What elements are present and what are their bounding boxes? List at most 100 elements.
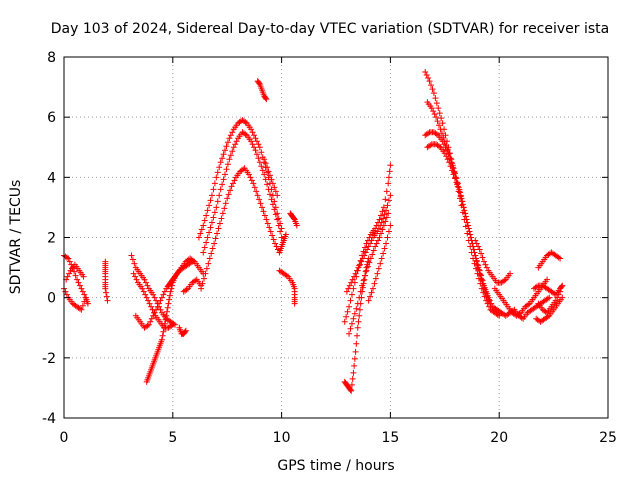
data-point xyxy=(368,289,375,296)
data-point xyxy=(356,294,363,301)
data-point xyxy=(66,270,73,277)
data-point xyxy=(222,171,229,178)
data-point xyxy=(433,114,440,121)
data-point xyxy=(345,285,352,292)
data-point xyxy=(247,174,254,181)
data-point xyxy=(476,246,483,253)
data-point xyxy=(222,200,229,207)
data-point xyxy=(483,264,490,271)
data-point xyxy=(253,138,260,145)
data-point xyxy=(133,276,140,283)
data-point xyxy=(62,288,69,295)
data-point xyxy=(204,207,211,214)
data-point xyxy=(444,156,451,163)
data-point xyxy=(242,119,249,126)
data-point xyxy=(518,314,525,321)
data-point xyxy=(447,163,454,170)
data-point xyxy=(210,186,217,193)
data-point xyxy=(376,234,383,241)
data-point xyxy=(555,254,562,261)
data-point xyxy=(354,300,361,307)
data-point xyxy=(263,96,270,103)
data-point xyxy=(156,300,163,307)
data-point xyxy=(439,138,446,145)
series-seg-g1 xyxy=(535,249,564,271)
data-point xyxy=(272,188,279,195)
data-point xyxy=(206,202,213,209)
x-tick-label: 25 xyxy=(599,430,617,446)
data-point xyxy=(350,285,357,292)
data-point xyxy=(268,176,275,183)
data-point xyxy=(249,141,256,148)
y-tick-label: -2 xyxy=(42,351,56,367)
data-point xyxy=(182,328,189,335)
data-point xyxy=(220,151,227,158)
data-point xyxy=(369,285,376,292)
data-point xyxy=(201,244,208,251)
data-point xyxy=(380,204,387,211)
data-point xyxy=(217,186,224,193)
data-point xyxy=(472,252,479,259)
data-point xyxy=(142,279,149,286)
data-point xyxy=(356,306,363,313)
data-point xyxy=(220,176,227,183)
data-point xyxy=(344,308,351,315)
data-point xyxy=(470,246,477,253)
series-seg-a2 xyxy=(61,285,89,313)
data-point xyxy=(225,191,232,198)
data-point xyxy=(463,216,470,223)
data-point xyxy=(487,300,494,307)
data-point xyxy=(158,336,165,343)
data-point xyxy=(428,105,435,112)
data-point xyxy=(203,265,210,272)
data-point xyxy=(222,147,229,154)
data-point xyxy=(162,316,169,323)
data-point xyxy=(256,196,263,203)
data-point xyxy=(71,268,78,275)
data-point xyxy=(165,300,172,307)
data-point xyxy=(214,230,221,237)
data-point xyxy=(146,300,153,307)
series-seg-d2 xyxy=(200,129,285,256)
data-point xyxy=(455,184,462,191)
data-point xyxy=(75,279,82,286)
data-point xyxy=(559,282,566,289)
data-point xyxy=(363,267,370,274)
data-point xyxy=(205,260,212,267)
data-point xyxy=(198,285,205,292)
data-point xyxy=(223,166,230,173)
data-point xyxy=(81,298,88,305)
data-point xyxy=(269,232,276,239)
data-point xyxy=(351,355,358,362)
data-point xyxy=(63,291,70,298)
data-point xyxy=(379,208,386,215)
series-seg-d7 xyxy=(276,267,298,307)
data-point xyxy=(78,306,85,313)
data-point xyxy=(248,177,255,184)
data-point xyxy=(159,332,166,339)
data-point xyxy=(365,297,372,304)
data-point xyxy=(265,186,272,193)
data-point xyxy=(372,243,379,250)
data-point xyxy=(203,239,210,246)
data-point xyxy=(453,179,460,186)
data-point xyxy=(462,210,469,217)
series-seg-c5 xyxy=(165,255,207,289)
data-point xyxy=(371,280,378,287)
data-point xyxy=(227,152,234,159)
data-point xyxy=(272,211,279,218)
data-point xyxy=(76,305,83,312)
data-point xyxy=(269,201,276,208)
data-point xyxy=(264,220,271,227)
data-point xyxy=(65,255,72,262)
data-point xyxy=(211,209,218,216)
data-point xyxy=(378,219,385,226)
data-point xyxy=(256,80,263,87)
data-point xyxy=(192,277,199,284)
data-point xyxy=(438,115,445,122)
data-point xyxy=(182,327,189,334)
data-point xyxy=(360,277,367,284)
data-point xyxy=(252,147,259,154)
data-point xyxy=(341,318,348,325)
data-point xyxy=(208,219,215,226)
